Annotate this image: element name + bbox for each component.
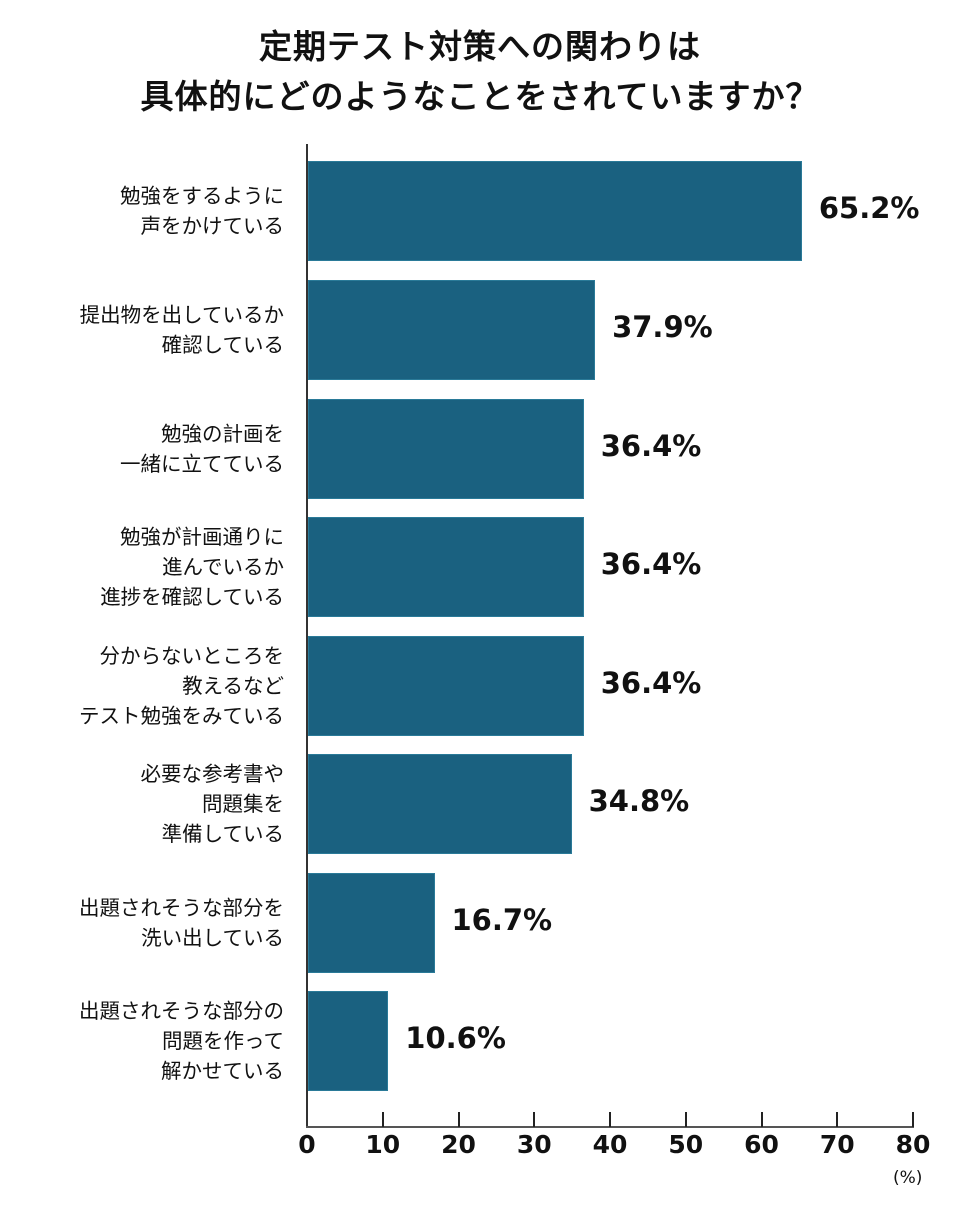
category-label-line: 洗い出している <box>141 926 284 950</box>
x-axis-tick-label: 10 <box>365 1130 401 1159</box>
chart-title-line-1: 定期テスト対策への関わりは <box>259 27 701 66</box>
bar-value-label: 36.4% <box>600 547 702 581</box>
bar-value-label: 10.6% <box>405 1021 506 1055</box>
category-label-line: テスト勉強をみている <box>79 704 284 728</box>
category-label-line: 進んでいるか <box>162 555 284 579</box>
category-label-line: 分からないところを <box>99 644 285 668</box>
category-label: 出題されそうな部分の問題を作って 解かせている <box>79 996 284 1086</box>
x-axis-tick-label: 70 <box>819 1130 855 1159</box>
bar-value-label: 36.4% <box>600 666 702 700</box>
x-axis-tick-label: 30 <box>516 1130 552 1159</box>
bar <box>308 754 572 854</box>
bar <box>308 280 595 380</box>
category-label: 必要な参考書や問題集を準備している <box>141 759 285 849</box>
bar <box>308 399 584 499</box>
bar <box>308 161 802 261</box>
category-label: 出題されそうな部分を洗い出している <box>79 893 284 953</box>
bar <box>308 517 584 617</box>
bar <box>308 636 584 736</box>
category-label-line: 出題されそうな部分を <box>79 896 284 920</box>
category-label: 勉強が計画通りに進んでいるか進捗を確認している <box>100 522 284 612</box>
x-axis-unit: (%) <box>893 1168 923 1188</box>
x-axis-tick-label: 80 <box>895 1130 931 1159</box>
x-axis-tick <box>533 1112 536 1127</box>
category-label-line: 勉強をするように <box>120 184 284 208</box>
chart-title: 定期テスト対策への関わりは 具体的にどのようなことをされていますか？ <box>0 22 960 122</box>
x-axis-tick <box>760 1112 763 1127</box>
category-label-line: 声をかけている <box>140 214 285 238</box>
category-label-line: 進捗を確認している <box>100 585 284 609</box>
y-axis-line <box>306 144 308 1128</box>
x-axis-tick <box>609 1112 611 1127</box>
x-axis-tick-label: 20 <box>441 1130 476 1159</box>
x-axis-tick <box>684 1112 687 1127</box>
x-axis-line <box>306 1126 914 1128</box>
x-axis-tick <box>912 1112 914 1127</box>
x-axis-tick-label: 50 <box>668 1130 704 1159</box>
category-label-line: 確認している <box>161 333 284 357</box>
category-label-line: 提出物を出しているか <box>79 303 284 327</box>
x-axis-tick-label: 60 <box>744 1130 779 1159</box>
category-label-line: 必要な参考書や <box>140 762 285 786</box>
category-label-line: 問題集を <box>202 792 284 816</box>
chart-title-line-2: 具体的にどのようなことをされていますか？ <box>140 77 820 116</box>
bar-value-label: 65.2% <box>818 191 920 225</box>
category-label-line: 出題されそうな部分の <box>79 999 284 1023</box>
x-axis-tick-label: 40 <box>592 1130 628 1159</box>
bar <box>308 873 435 973</box>
category-label-line: 問題を作って <box>162 1029 284 1053</box>
bar-value-label: 36.4% <box>600 429 702 463</box>
x-axis-tick <box>381 1112 384 1127</box>
category-label: 勉強の計画を一緒に立てている <box>120 419 284 479</box>
x-axis-tick <box>457 1112 460 1127</box>
category-label-line: 解かせている <box>161 1059 284 1083</box>
bar-value-label: 34.8% <box>588 784 690 818</box>
bar <box>308 991 388 1091</box>
category-label: 提出物を出しているか確認している <box>80 300 284 360</box>
x-axis-tick <box>836 1112 839 1127</box>
bar-value-label: 16.7% <box>451 903 553 937</box>
bar-value-label: 37.9% <box>612 310 713 344</box>
x-axis-tick-label: 0 <box>298 1130 316 1159</box>
category-label-line: 一緒に立てている <box>120 452 284 476</box>
category-label-line: 準備している <box>161 822 284 846</box>
category-label-line: 勉強が計画通りに <box>120 525 284 549</box>
category-label-line: 教えるなど <box>182 674 284 698</box>
category-label: 勉強をするように声をかけている <box>120 181 284 241</box>
category-label-line: 勉強の計画を <box>161 422 284 446</box>
category-label: 分からないところを教えるなどテスト勉強をみている <box>79 641 284 731</box>
